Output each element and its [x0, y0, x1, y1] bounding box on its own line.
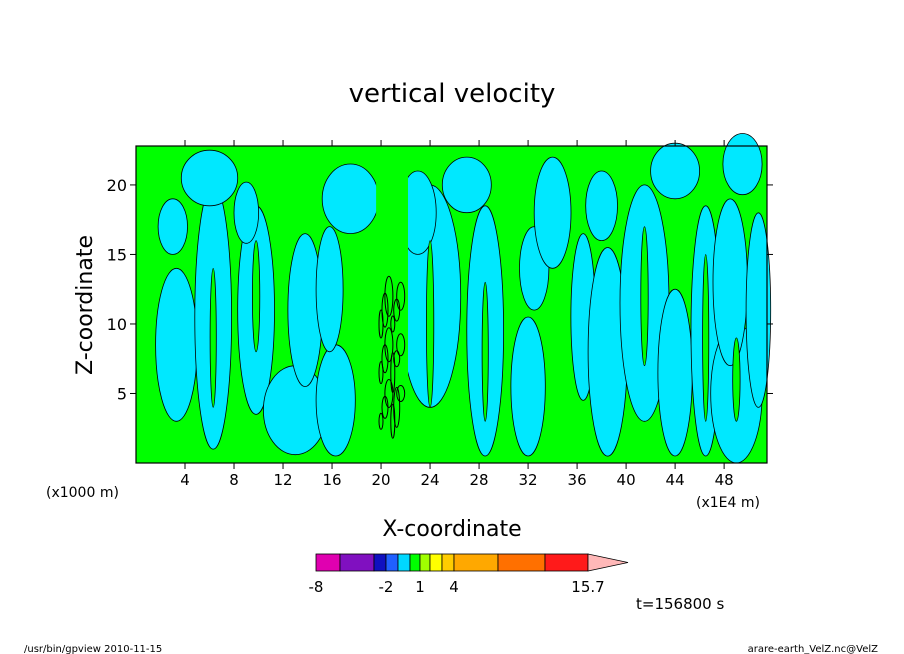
- field-region: [157, 198, 188, 255]
- y-axis: 5 10 15 20: [107, 176, 773, 403]
- updraft-contour: [393, 350, 401, 368]
- field-region: [315, 344, 356, 457]
- colorbar-swatch: [409, 553, 421, 572]
- field-region: [252, 240, 261, 353]
- y-tick-label: 5: [117, 384, 127, 403]
- y-tick-label: 20: [107, 176, 127, 195]
- field-region: [155, 267, 198, 422]
- x-tick-label: 40: [617, 471, 636, 489]
- colorbar-swatch: [429, 553, 443, 572]
- colorbar-label: -8: [309, 578, 324, 596]
- field-region: [233, 181, 260, 244]
- updraft-contour: [396, 333, 406, 357]
- field-region: [481, 281, 489, 422]
- colorbar-swatch: [441, 553, 455, 572]
- field-region: [657, 288, 693, 457]
- x-tick-label: 36: [568, 471, 587, 489]
- updraft-contour: [393, 386, 401, 428]
- x-axis: 4 8 12 16 20 24 28 32 36 40 44 48: [180, 140, 734, 489]
- field-region: [180, 149, 239, 207]
- field-region: [209, 267, 217, 408]
- footer-left: /usr/bin/gpview 2010-11-15: [24, 644, 162, 654]
- field-region: [640, 226, 649, 367]
- field-region: [585, 170, 618, 241]
- chart-title: vertical velocity: [349, 79, 556, 109]
- y-axis-label: Z-coordinate: [73, 235, 98, 375]
- colorbar-label: 1: [415, 578, 425, 596]
- footer-right: arare-earth_VelZ.nc@VelZ: [748, 644, 879, 654]
- x-tick-label: 28: [470, 471, 489, 489]
- field-region: [321, 163, 379, 234]
- updraft-contour: [396, 281, 406, 311]
- updraft-contour: [384, 275, 394, 317]
- velocity-field: [155, 133, 772, 464]
- updraft-contour: [378, 412, 384, 430]
- field-region: [510, 316, 546, 457]
- updraft-core: [376, 146, 408, 463]
- colorbar-swatch: [544, 553, 589, 572]
- x-tick-label: 44: [666, 471, 685, 489]
- updraft-contour: [378, 361, 384, 385]
- updraft-contour: [384, 327, 394, 363]
- x-tick-label: 20: [372, 471, 391, 489]
- field-region: [745, 212, 772, 408]
- x-tick-label: 4: [180, 471, 190, 489]
- colorbar-swatch: [497, 553, 546, 572]
- updraft-contour: [396, 385, 406, 402]
- updraft-column: [376, 146, 408, 463]
- updraft-contour: [390, 352, 396, 394]
- plot-area: [135, 133, 772, 464]
- colorbar: -8 -2 1 4 15.7: [309, 553, 629, 596]
- updraft-contour: [384, 379, 394, 408]
- x-tick-label: 12: [273, 471, 292, 489]
- x-scale-note-right: (x1E4 m): [696, 495, 760, 511]
- updraft-contour: [390, 315, 396, 333]
- y-tick-label: 10: [107, 315, 127, 334]
- field-region: [722, 133, 763, 196]
- field-region: [732, 337, 741, 422]
- colorbar-swatch: [315, 553, 341, 572]
- field-region: [650, 142, 700, 200]
- colorbar-label: 4: [449, 578, 459, 596]
- colorbar-swatch: [453, 553, 499, 572]
- time-label: t=156800 s: [636, 595, 724, 613]
- field-region: [712, 198, 748, 367]
- field-region: [533, 156, 572, 269]
- field-region: [702, 254, 710, 422]
- field-region: [425, 240, 435, 408]
- x-scale-note-left: (x1000 m): [46, 485, 119, 501]
- y-tick-label: 15: [107, 245, 127, 264]
- plot-frame: [135, 145, 768, 464]
- x-tick-label: 8: [229, 471, 239, 489]
- colorbar-swatch: [385, 553, 399, 572]
- colorbar-swatch: [419, 553, 431, 572]
- colorbar-swatch: [373, 553, 387, 572]
- field-region: [315, 226, 344, 353]
- x-tick-label: 32: [519, 471, 538, 489]
- x-axis-label: X-coordinate: [382, 517, 521, 542]
- colorbar-arrow: [587, 553, 629, 572]
- field-region: [441, 156, 492, 214]
- x-tick-label: 16: [322, 471, 341, 489]
- colorbar-label: -2: [379, 578, 394, 596]
- x-tick-label: 48: [715, 471, 734, 489]
- colorbar-swatch: [397, 553, 411, 572]
- colorbar-label: 15.7: [571, 578, 604, 596]
- colorbar-swatch: [339, 553, 375, 572]
- x-tick-label: 24: [421, 471, 440, 489]
